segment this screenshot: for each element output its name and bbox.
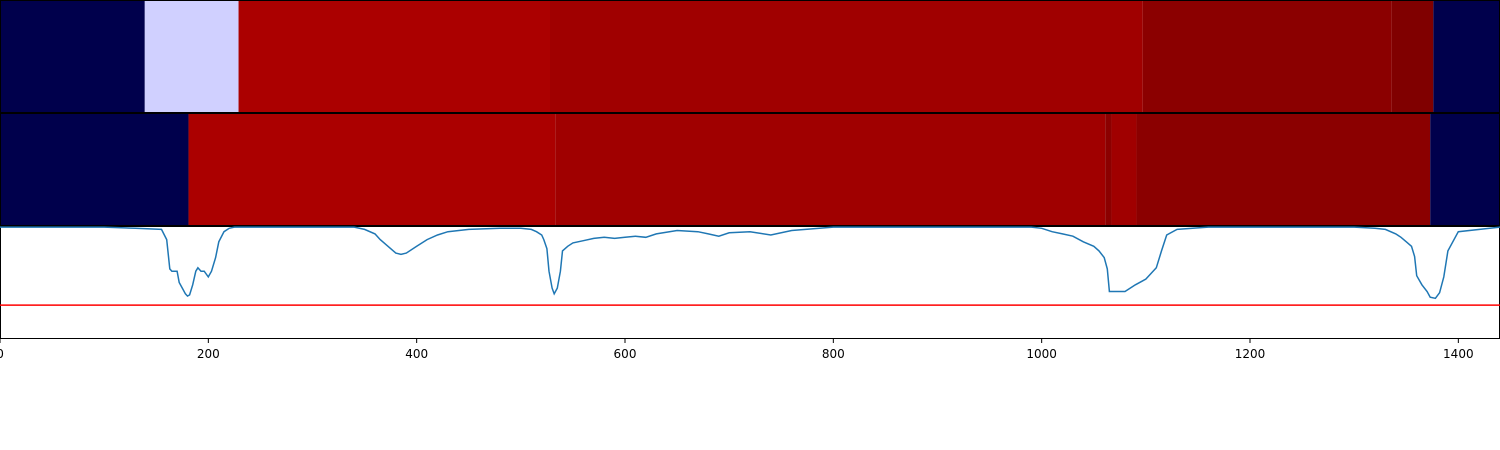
heatmap-row-1 xyxy=(0,0,1500,113)
heatmap-row-1-segment-1 xyxy=(0,0,145,113)
heatmap-row-1-segment-4 xyxy=(550,0,1143,113)
heatmap-row-2-segment-1 xyxy=(0,113,189,226)
heatmap-row-1-segment-2 xyxy=(144,0,239,113)
x-tick-label: 0 xyxy=(0,347,4,361)
heatmap-row-2-segment-6 xyxy=(1136,113,1431,226)
heatmap-row-1-segment-6 xyxy=(1391,0,1434,113)
trace-panel xyxy=(0,226,1500,339)
heatmap-row-2 xyxy=(0,113,1500,226)
x-tick-label: 400 xyxy=(405,347,428,361)
x-tick-label: 1200 xyxy=(1235,347,1266,361)
trace-panel-frame xyxy=(0,226,1500,339)
heatmap-row-2-segment-5 xyxy=(1111,113,1137,226)
heatmap-row-1-segment-7 xyxy=(1433,0,1500,113)
trace-line xyxy=(0,226,1500,300)
x-tick-label: 800 xyxy=(822,347,845,361)
heatmap-row-2-segment-3 xyxy=(555,113,1106,226)
x-tick-label: 600 xyxy=(614,347,637,361)
x-tick-label: 1400 xyxy=(1443,347,1474,361)
x-tick-label: 1000 xyxy=(1026,347,1057,361)
heatmap-row-1-segment-3 xyxy=(238,0,550,113)
heatmap-row-2-segment-2 xyxy=(188,113,556,226)
x-axis: 0 200 400 600 800 1000 1200 1400 xyxy=(0,339,1474,361)
heatmap-row-1-segment-5 xyxy=(1142,0,1392,113)
heatmap-row-2-segment-4 xyxy=(1105,113,1112,226)
heatmap-row-2-segment-7 xyxy=(1430,113,1500,226)
x-tick-label: 200 xyxy=(197,347,220,361)
